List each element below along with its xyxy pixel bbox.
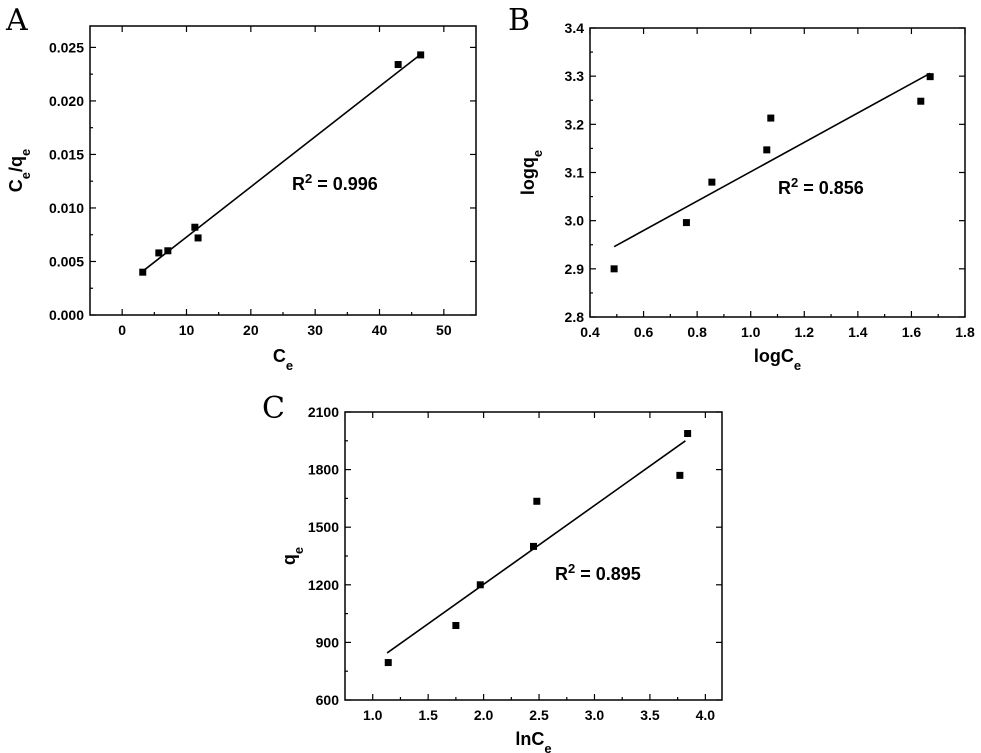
data-point: [394, 61, 402, 69]
x-tick-label: 3.0: [585, 707, 605, 723]
y-tick-label: 3.2: [565, 116, 585, 132]
x-tick-label: 1.5: [418, 707, 438, 723]
x-tick-label: 50: [436, 322, 452, 338]
x-tick-label: 4.0: [696, 707, 716, 723]
y-tick-label: 2100: [308, 404, 339, 420]
x-tick-label: 1.8: [955, 324, 975, 340]
data-point: [917, 97, 925, 105]
plot-area-b: 0.4 0.6 0.8 1.0 1.2 1.4 1.6 1.8 2.8 2.9 3.0 3.1 3.2 3…: [518, 20, 975, 373]
data-point: [164, 247, 172, 255]
y-tick-label: 600: [316, 692, 340, 708]
data-point: [155, 249, 163, 257]
data-point: [763, 146, 771, 154]
x-tick-label: 0: [118, 322, 126, 338]
data-point: [767, 114, 775, 122]
x-tick-label: 0.8: [687, 324, 707, 340]
data-point: [191, 223, 199, 231]
y-tick-label: 1800: [308, 462, 339, 478]
y-tick-label: 3.0: [565, 213, 585, 229]
data-point: [476, 581, 484, 589]
y-tick-label: 900: [316, 634, 340, 650]
y-tick-label: 0.020: [49, 93, 84, 109]
plot-area-c: 1.0 1.5 2.0 2.5 3.0 3.5 4.0 600 900 1200 1500 1800 2…: [279, 404, 723, 753]
x-tick-label: 1.0: [363, 707, 383, 723]
y-tick-label: 1500: [308, 519, 339, 535]
r-squared-annotation: R2 = 0.895: [555, 561, 641, 585]
x-axis-title: lnCe: [515, 729, 551, 753]
x-tick-label: 40: [372, 322, 388, 338]
data-point: [708, 178, 716, 186]
data-point: [676, 471, 684, 479]
y-tick-label: 0.010: [49, 200, 84, 216]
x-tick-label: 0.6: [634, 324, 654, 340]
y-tick-label: 0.005: [49, 253, 84, 269]
x-axis-title: logCe: [754, 346, 801, 373]
data-point: [384, 659, 392, 667]
x-tick-label: 20: [243, 322, 259, 338]
r-squared-annotation: R2 = 0.856: [778, 175, 864, 199]
data-point: [533, 497, 541, 505]
y-tick-label: 1200: [308, 577, 339, 593]
data-point: [610, 265, 618, 273]
panel-a: A 0 10 20 30 40 50 0.000 0.005 0.010 0.015 0.020 0.…: [5, 3, 477, 373]
plot-frame: [89, 25, 477, 316]
y-tick-label: 3.1: [565, 165, 585, 181]
data-point: [684, 430, 692, 438]
data-point: [139, 268, 147, 276]
y-tick-label: 2.8: [565, 309, 585, 325]
y-tick-label: 0.000: [49, 307, 84, 323]
panel-label-c: C: [262, 391, 285, 426]
fit-line: [613, 72, 931, 248]
r-squared-annotation: R2 = 0.996: [292, 171, 378, 195]
data-point: [682, 219, 690, 227]
fit-line: [140, 53, 422, 273]
plot-area-a: 0 10 20 30 40 50 0.000 0.005 0.010 0.015 0.020 0.02…: [6, 25, 477, 373]
x-tick-label: 1.4: [848, 324, 868, 340]
panel-b: B 0.4 0.6 0.8 1.0 1.2 1.4 1.6 1.8 2.8 2.9 3.0 3.1 3.…: [508, 3, 975, 373]
data-point: [926, 73, 934, 81]
plot-frame: [589, 27, 966, 318]
data-point: [194, 234, 202, 242]
x-tick-label: 3.5: [640, 707, 660, 723]
y-axis-title: logqe: [518, 150, 545, 195]
x-axis-title: Ce: [273, 346, 293, 373]
x-tick-label: 2.0: [474, 707, 494, 723]
y-tick-label: 0.025: [49, 39, 84, 55]
y-axis-title: Ce/qe: [6, 149, 33, 192]
y-tick-label: 0.015: [49, 146, 84, 162]
panel-c: C 1.0 1.5 2.0 2.5 3.0 3.5 4.0 600 900 1200 1500 180…: [262, 391, 723, 753]
data-point: [452, 622, 460, 630]
y-tick-label: 2.9: [565, 261, 585, 277]
panel-label-a: A: [5, 3, 28, 38]
y-tick-label: 3.4: [565, 20, 585, 36]
x-tick-label: 0.4: [580, 324, 600, 340]
x-tick-label: 1.2: [795, 324, 815, 340]
x-tick-label: 10: [179, 322, 195, 338]
panel-label-b: B: [508, 3, 530, 38]
x-tick-label: 1.6: [902, 324, 922, 340]
x-tick-label: 2.5: [529, 707, 549, 723]
data-point: [530, 542, 537, 550]
y-axis-title: qe: [279, 547, 306, 565]
x-tick-label: 30: [307, 322, 323, 338]
data-point: [417, 51, 425, 59]
x-tick-label: 1.0: [741, 324, 761, 340]
y-tick-label: 3.3: [565, 68, 585, 84]
